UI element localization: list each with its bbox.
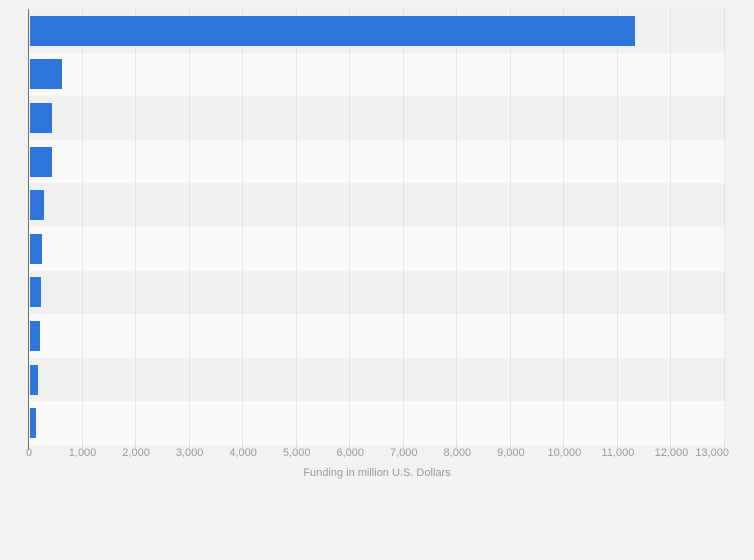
x-tick-label: 3,000 xyxy=(175,447,204,459)
x-tick-label: 11,000 xyxy=(601,447,635,459)
x-axis-tick-labels: 0 1,000 2,000 3,000 4,000 5,000 6,000 7,000 8,00… xyxy=(25,447,729,460)
grid-line xyxy=(81,9,83,445)
x-tick-label: 7,000 xyxy=(390,447,418,459)
axis-tick xyxy=(188,445,190,450)
row-stripe xyxy=(29,96,725,140)
funding-bar[interactable] xyxy=(30,103,53,133)
axis-tick xyxy=(349,445,351,450)
grid-line xyxy=(188,9,190,445)
row-stripe xyxy=(29,270,725,315)
funding-bar[interactable] xyxy=(30,364,38,395)
grid-line xyxy=(616,9,618,445)
grid-line xyxy=(349,9,351,445)
axis-tick xyxy=(616,445,618,450)
x-tick-label: 12,000 xyxy=(654,447,689,459)
grid-line xyxy=(295,9,297,445)
axis-tick xyxy=(242,445,244,450)
axis-tick xyxy=(81,445,83,450)
grid-line xyxy=(135,9,137,445)
axis-tick xyxy=(724,445,725,450)
row-stripe xyxy=(29,183,725,227)
x-tick-label: 6,000 xyxy=(336,447,364,459)
y-axis-line xyxy=(28,9,29,450)
axis-tick xyxy=(563,445,565,450)
funding-bar[interactable] xyxy=(30,59,63,90)
row-stripe xyxy=(29,357,725,402)
funding-bar[interactable] xyxy=(30,146,53,177)
funding-bar[interactable] xyxy=(30,408,37,439)
grid-line xyxy=(724,9,725,445)
x-tick-label: 9,000 xyxy=(497,447,525,459)
grid-line xyxy=(242,9,244,445)
x-tick-label: 2,000 xyxy=(122,447,150,459)
axis-tick xyxy=(456,445,458,450)
x-tick-label: 5,000 xyxy=(282,447,311,459)
grid-line xyxy=(456,9,458,445)
funding-bar[interactable] xyxy=(30,15,635,46)
x-tick-label: 0 xyxy=(25,447,33,459)
x-axis-title: Funding in million U.S. Dollars xyxy=(303,467,451,479)
grid-line xyxy=(402,9,404,445)
row-stripe xyxy=(29,52,725,97)
axis-tick xyxy=(670,445,672,450)
x-tick-label: 10,000 xyxy=(547,447,582,459)
axis-tick xyxy=(135,445,137,450)
axis-tick xyxy=(509,445,511,450)
grid-line xyxy=(509,9,511,445)
row-stripe xyxy=(29,227,725,271)
x-tick-label: 1,000 xyxy=(68,447,97,459)
row-stripe xyxy=(29,139,725,184)
funding-bar[interactable] xyxy=(30,277,42,308)
x-tick-label: 13,000 xyxy=(695,447,729,459)
funding-bar[interactable] xyxy=(30,233,43,264)
funding-bar[interactable] xyxy=(30,190,44,221)
axis-tick xyxy=(295,445,297,450)
funding-bar[interactable] xyxy=(30,321,41,351)
row-stripe xyxy=(29,314,725,358)
axis-tick xyxy=(402,445,404,450)
x-tick-label: 4,000 xyxy=(229,447,257,459)
row-stripe xyxy=(29,401,725,445)
plot-area xyxy=(28,9,725,450)
grid-line xyxy=(563,9,565,445)
x-tick-label: 8,000 xyxy=(443,447,472,459)
grid-line xyxy=(670,9,672,445)
